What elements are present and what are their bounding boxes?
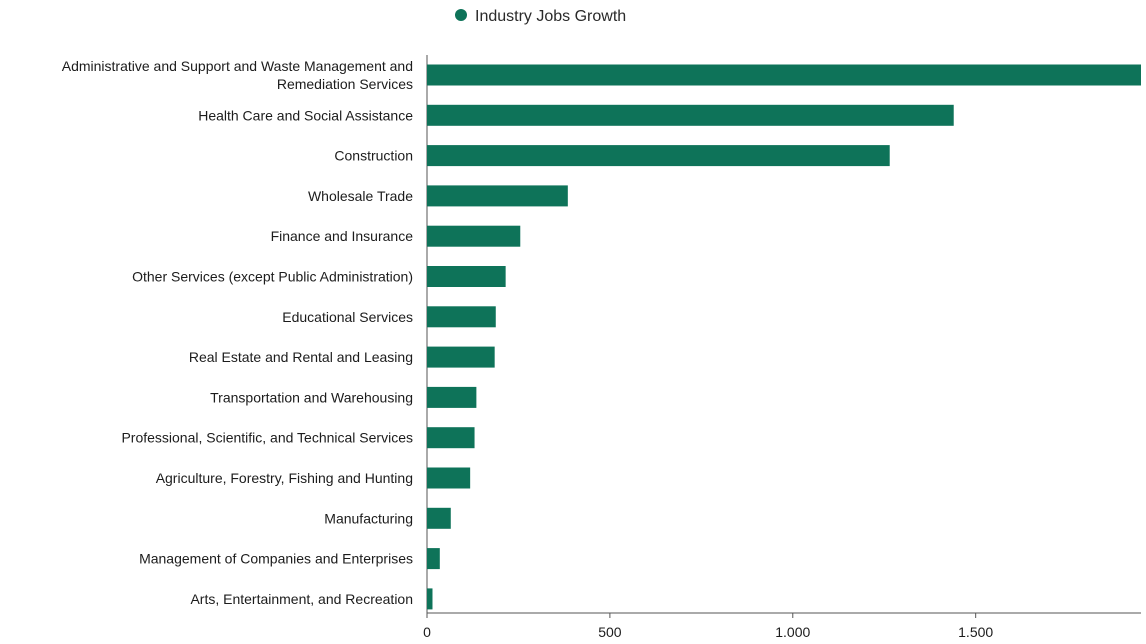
bars-group (427, 64, 1141, 610)
bar (427, 548, 440, 570)
bar (427, 225, 521, 247)
bar (427, 467, 471, 489)
legend-label: Industry Jobs Growth (475, 8, 626, 25)
bar (427, 588, 433, 610)
bar (427, 427, 475, 449)
category-label: Arts, Entertainment, and Recreation (190, 591, 413, 607)
axis (426, 55, 1141, 614)
category-label: Real Estate and Rental and Leasing (189, 349, 413, 365)
category-labels: Administrative and Support and Waste Man… (62, 58, 413, 607)
category-label: Agriculture, Forestry, Fishing and Hunti… (156, 470, 413, 486)
category-label: Wholesale Trade (308, 188, 413, 204)
x-tick-label: 1.500 (958, 624, 993, 640)
bar (427, 104, 954, 126)
category-label: Health Care and Social Assistance (198, 107, 413, 123)
legend-swatch (455, 9, 467, 21)
category-label: Administrative and Support and Waste Man… (62, 58, 413, 92)
category-label: Educational Services (282, 309, 413, 325)
category-label: Manufacturing (324, 510, 413, 526)
x-tick-label: 500 (598, 624, 622, 640)
bar (427, 507, 451, 529)
x-tick-label: 0 (423, 624, 431, 640)
category-label: Other Services (except Public Administra… (132, 269, 413, 285)
category-label: Finance and Insurance (271, 228, 414, 244)
bar (427, 346, 495, 368)
category-label: Construction (334, 148, 413, 164)
bar (427, 306, 496, 328)
bar (427, 64, 1141, 86)
category-label: Transportation and Warehousing (210, 389, 413, 405)
category-label: Management of Companies and Enterprises (139, 551, 413, 567)
bar (427, 386, 477, 408)
bar (427, 145, 890, 167)
bar (427, 266, 506, 287)
category-label: Professional, Scientific, and Technical … (121, 430, 413, 446)
bar (427, 185, 568, 207)
x-tick-label: 1.000 (775, 624, 810, 640)
legend: Industry Jobs Growth (455, 8, 626, 25)
x-tick-labels: 0 500 1.000 1.500 (423, 613, 993, 640)
